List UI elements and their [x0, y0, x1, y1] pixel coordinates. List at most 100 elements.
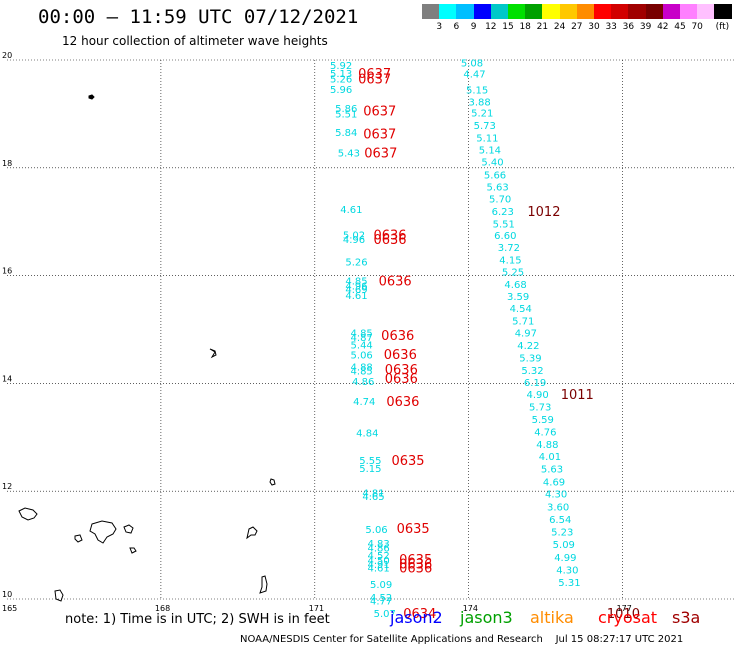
wave-height-value: 5.26 [345, 258, 367, 269]
wave-height-value: 5.86 [335, 104, 357, 115]
wave-height-value: 4.30 [556, 565, 578, 576]
legend-cryosat: cryosat [598, 608, 658, 627]
wave-height-value: 5.51 [493, 219, 515, 230]
wave-height-value: 4.65 [362, 492, 384, 503]
wave-height-value: 6.23 [492, 207, 514, 218]
wave-height-value: 4.84 [356, 428, 378, 439]
wave-height-value: 5.21 [471, 108, 493, 119]
wave-height-value: 4.74 [353, 397, 375, 408]
wave-height-value: 5.96 [330, 85, 352, 96]
color-scale-unit: (ft) [715, 22, 730, 32]
island-outline [129, 547, 137, 554]
wave-height-value: 4.86 [352, 377, 374, 388]
color-scale-label: 6 [453, 22, 460, 32]
pass-time-label: 1011 [561, 388, 594, 403]
pass-time-label: 1010 [607, 607, 640, 622]
color-scale-label: 27 [571, 22, 583, 32]
credit-line: NOAA/NESDIS Center for Satellite Applica… [240, 634, 684, 645]
land-outlines [18, 94, 276, 602]
wave-height-value: 5.06 [351, 350, 373, 361]
island-outline [246, 526, 258, 540]
wave-height-value: 4.88 [351, 363, 373, 374]
lat-label: 16 [2, 267, 12, 276]
pass-time-label: 0637 [358, 72, 391, 87]
wave-height-value: 5.13 [330, 69, 352, 80]
wave-height-observations: 5.925.135.265.965.865.515.845.434.615.02… [330, 59, 581, 620]
island-outline [88, 94, 95, 100]
pass-time-label: 0636 [373, 233, 406, 248]
wave-height-value: 5.92 [330, 61, 352, 72]
island-outline [89, 520, 117, 544]
map-grid: 20 18 16 14 12 10 165 168 171 174 177 [2, 51, 736, 613]
pass-time-label: 0634 [403, 607, 436, 622]
wave-height-value: 4.61 [340, 205, 362, 216]
island-outline [18, 507, 38, 521]
pass-time-label: 1012 [527, 205, 560, 220]
page-title: 00:00 – 11:59 UTC 07/12/2021 [38, 6, 359, 28]
wave-height-value: 5.11 [476, 134, 498, 145]
pass-time-label: 0636 [399, 562, 432, 577]
legend-altika: altika [530, 608, 574, 627]
pass-time-label: 0636 [399, 557, 432, 572]
color-scale-label: 21 [536, 22, 549, 32]
wave-height-value: 5.15 [466, 86, 488, 97]
color-swatch [559, 4, 578, 19]
wave-height-value: 3.88 [469, 98, 491, 109]
island-outline [269, 478, 276, 486]
wave-height-value: 5.71 [512, 316, 534, 327]
island-outline [123, 524, 134, 534]
pass-time-label: 0637 [358, 67, 391, 82]
wave-height-value: 4.61 [367, 564, 389, 575]
pass-time-label: 0637 [363, 105, 396, 120]
color-scale-label: 39 [639, 22, 652, 32]
wave-height-value: 6.19 [524, 378, 546, 389]
color-scale-label: 15 [502, 22, 514, 32]
color-swatch [456, 4, 475, 19]
wave-height-value: 4.85 [345, 276, 367, 287]
lon-label: 171 [309, 604, 324, 613]
legend-jason3: jason3 [460, 608, 513, 627]
pass-time-label: 0636 [379, 274, 412, 289]
wave-height-value: 5.84 [335, 128, 357, 139]
wave-height-value: 5.55 [359, 456, 381, 467]
wave-height-value: 5.66 [484, 170, 506, 181]
wave-height-value: 4.69 [345, 285, 367, 296]
pass-time-label: 0635 [399, 553, 432, 568]
pass-time-label: 0637 [364, 147, 397, 162]
wave-height-value: 5.39 [519, 354, 541, 365]
wave-height-value: 4.81 [362, 488, 384, 499]
wave-height-value: 5.09 [553, 540, 575, 551]
wave-height-value: 5.09 [370, 580, 392, 591]
wave-height-value: 4.85 [351, 329, 373, 340]
color-scale-label: 24 [553, 22, 566, 32]
color-swatch [594, 4, 612, 19]
wave-height-value: 5.43 [338, 149, 360, 160]
legend-s3a: s3a [672, 608, 701, 627]
wave-height-value: 4.87 [351, 333, 373, 344]
color-swatch [714, 4, 733, 19]
wave-height-value: 5.25 [502, 267, 524, 278]
pass-time-label: 0636 [381, 329, 414, 344]
wave-height-value: 5.26 [330, 74, 352, 85]
wave-height-value: 5.14 [479, 145, 501, 156]
wave-height-value: 5.51 [335, 109, 357, 120]
wave-height-value: 5.63 [486, 183, 508, 194]
color-swatch [508, 4, 526, 19]
color-swatch [542, 4, 561, 19]
color-scale-label: 12 [485, 22, 497, 32]
page-subtitle: 12 hour collection of altimeter wave hei… [62, 34, 328, 48]
color-scale-label: 3 [436, 22, 443, 32]
wave-height-value: 4.30 [545, 489, 567, 500]
island-outline [259, 575, 268, 594]
pass-time-label: 0637 [363, 127, 396, 142]
color-swatch [525, 4, 543, 19]
wave-height-value: 4.54 [510, 304, 532, 315]
wave-height-value: 5.40 [481, 157, 503, 168]
color-swatch [611, 4, 629, 19]
lat-label: 18 [2, 159, 12, 168]
wave-height-value: 5.63 [541, 465, 563, 476]
color-scale-label: 33 [605, 22, 617, 32]
wave-height-value: 5.70 [489, 195, 511, 206]
wave-height-value: 4.50 [367, 556, 389, 567]
wave-height-value: 3.59 [507, 292, 529, 303]
